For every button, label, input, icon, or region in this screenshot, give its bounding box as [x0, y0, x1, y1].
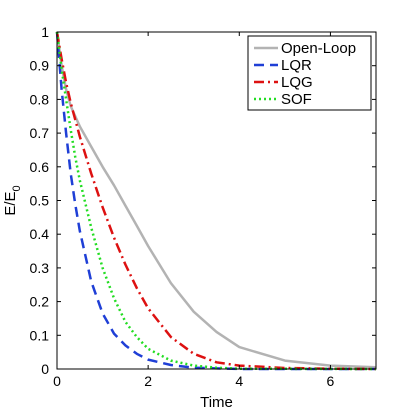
series-line-sof — [55, 31, 377, 371]
y-axis-title: E/E0 — [2, 185, 23, 215]
y-axis-title-main: E/E — [2, 191, 19, 215]
legend-label: LQG — [281, 74, 313, 91]
legend-label: SOF — [281, 91, 312, 108]
y-tick-label: 0 — [41, 361, 49, 377]
y-tick-label: 0.8 — [30, 91, 50, 107]
x-tick-label: 0 — [53, 373, 61, 389]
y-axis-title-subscript: 0 — [11, 185, 23, 191]
x-tick-label: 2 — [144, 373, 152, 389]
series-line-lqr — [55, 31, 376, 371]
y-tick-label: 0.2 — [30, 294, 50, 310]
x-tick-label: 6 — [327, 373, 335, 389]
series-layer — [55, 31, 377, 371]
legend-label: Open-Loop — [281, 40, 356, 57]
x-axis-title: Time — [200, 394, 233, 411]
series-line-open-loop — [55, 31, 377, 369]
y-tick-label: 0.9 — [30, 58, 50, 74]
series-line-lqg — [55, 31, 377, 371]
y-tick-label: 0.3 — [30, 260, 50, 276]
x-tick-label: 4 — [235, 373, 243, 389]
y-tick-label: 0.4 — [30, 226, 50, 242]
y-tick-label: 0.7 — [30, 125, 50, 141]
y-tick-label: 0.1 — [30, 327, 50, 343]
y-tick-label: 0.6 — [30, 159, 50, 175]
y-tick-label: 0.5 — [30, 193, 50, 209]
legend-label: LQR — [281, 57, 312, 74]
tick-layer: 0 2 4 6 0 0.1 0.2 0.3 0.4 0.5 0.6 0.7 0.8 0.9 1 — [30, 24, 376, 389]
y-tick-label: 1 — [41, 24, 49, 40]
